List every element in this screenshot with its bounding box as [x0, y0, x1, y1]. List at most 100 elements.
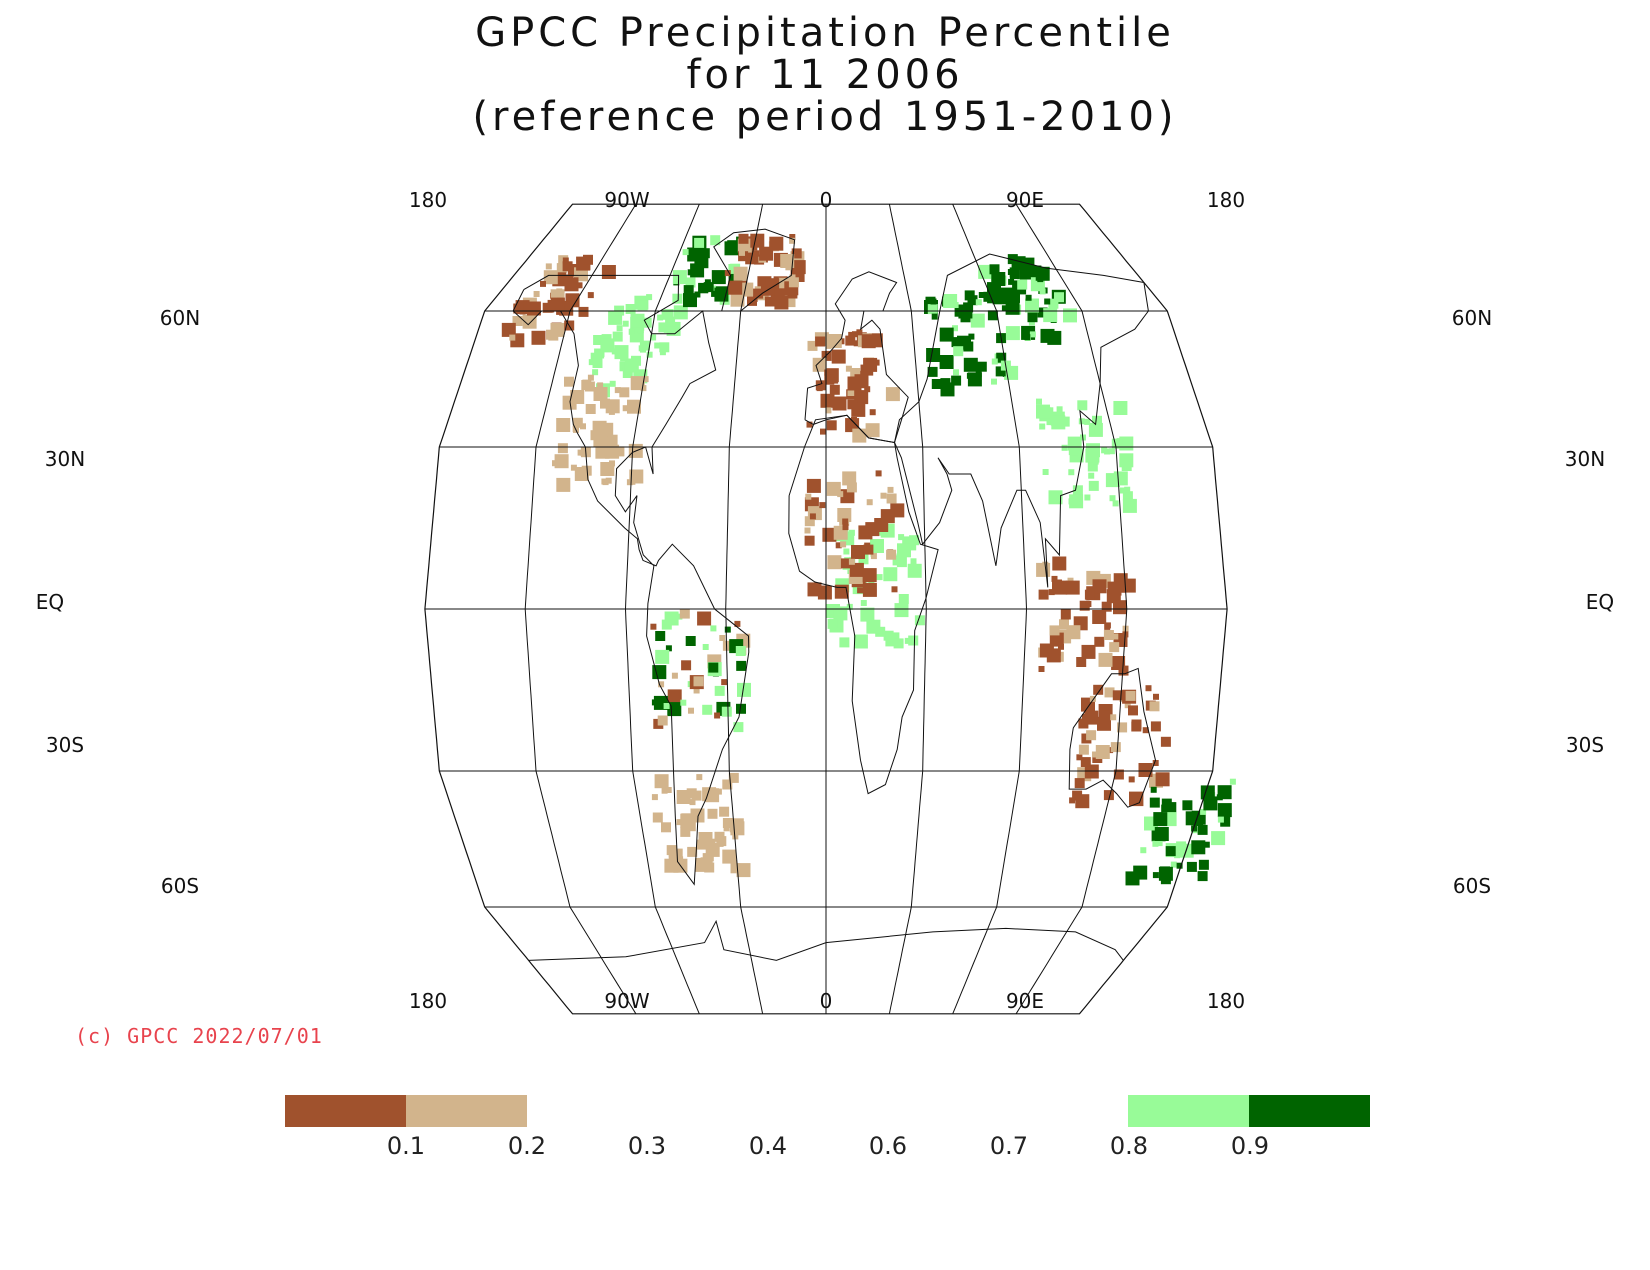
- precip-cell: [730, 863, 741, 874]
- precip-cell: [847, 386, 858, 396]
- precip-cell: [689, 799, 696, 806]
- precip-cell: [619, 387, 630, 398]
- precip-cell: [987, 310, 998, 321]
- precip-cell: [1128, 776, 1135, 783]
- precip-cell: [501, 322, 516, 337]
- precip-cell: [992, 297, 999, 303]
- precip-cell: [600, 398, 610, 409]
- precip-cell: [1133, 865, 1148, 880]
- precip-cell: [827, 618, 838, 629]
- precip-cell: [608, 311, 619, 322]
- precip-cell: [1109, 642, 1120, 653]
- precip-cell: [1200, 785, 1215, 800]
- precip-cell: [874, 518, 889, 532]
- precip-cell: [602, 479, 609, 486]
- precip-cell: [642, 376, 649, 383]
- precip-cell: [1046, 648, 1061, 663]
- precip-cell: [696, 774, 703, 781]
- left-lat-label-30s: 30S: [46, 733, 84, 757]
- precip-cell: [554, 454, 569, 469]
- precip-cell: [629, 469, 644, 484]
- precip-cell: [764, 296, 775, 307]
- precip-cell: [1110, 742, 1121, 753]
- precip-cell: [735, 646, 746, 656]
- precip-cell: [733, 266, 748, 281]
- precip-cell: [826, 481, 841, 496]
- precip-cell: [550, 322, 565, 337]
- precip-cell: [658, 322, 669, 333]
- precip-cell: [791, 248, 802, 259]
- precip-cell: [1154, 827, 1169, 841]
- precip-cell: [676, 613, 683, 620]
- precip-cell: [1078, 744, 1089, 755]
- precip-cell: [854, 374, 869, 389]
- precip-cell: [880, 492, 887, 499]
- precip-cell: [717, 840, 724, 847]
- precip-cell: [595, 444, 610, 459]
- precip-cell: [1063, 308, 1077, 323]
- precip-cell: [851, 402, 866, 417]
- legend-swatch-very-wet: [1249, 1095, 1370, 1127]
- precip-cell: [556, 418, 571, 432]
- precip-cell: [853, 634, 868, 649]
- precip-cell: [1084, 494, 1091, 501]
- precip-cell: [695, 857, 710, 872]
- precip-cell: [1048, 298, 1059, 309]
- precip-patches: [501, 233, 1236, 886]
- precip-cell: [1104, 704, 1111, 711]
- precip-cell: [680, 826, 691, 837]
- precip-cell: [1010, 292, 1020, 303]
- precip-cell: [593, 335, 604, 345]
- precip-cell: [1039, 288, 1046, 295]
- precip-cell: [1051, 575, 1058, 582]
- precip-cell: [804, 516, 815, 527]
- precip-cell: [846, 482, 857, 493]
- precip-cell: [683, 285, 694, 296]
- precip-cell: [891, 586, 898, 593]
- precip-cell: [861, 334, 876, 349]
- precip-cell: [686, 788, 697, 799]
- precip-cell: [545, 263, 552, 270]
- precip-cell: [1160, 736, 1171, 747]
- precip-cell: [1085, 601, 1092, 607]
- precip-cell: [734, 620, 741, 627]
- precip-cell: [676, 819, 683, 826]
- precip-cell: [614, 345, 629, 360]
- precip-cell: [849, 562, 864, 577]
- precip-cell: [556, 263, 567, 274]
- precip-cell: [1103, 630, 1114, 640]
- precip-cell: [687, 247, 702, 262]
- meridian-line: [725, 204, 764, 1014]
- precip-cell: [587, 292, 594, 299]
- precip-cell: [641, 317, 652, 328]
- precip-cell: [654, 774, 669, 789]
- precip-cell: [1186, 861, 1197, 872]
- precip-cell: [1105, 473, 1120, 488]
- precip-cell: [562, 261, 573, 272]
- precip-cell: [627, 399, 641, 414]
- precip-cell: [1058, 643, 1064, 650]
- precip-cell: [1152, 840, 1159, 847]
- precip-cell: [863, 544, 874, 555]
- precip-cell: [513, 303, 524, 314]
- precip-cell: [886, 549, 897, 560]
- meridian-line: [524, 203, 637, 1015]
- precip-cell: [657, 715, 668, 726]
- precip-cell: [1039, 423, 1046, 430]
- precip-cell: [1131, 721, 1142, 732]
- precip-cell: [1084, 589, 1095, 600]
- precip-cell: [672, 270, 687, 285]
- precip-cell: [526, 301, 541, 316]
- precip-cell: [1165, 846, 1176, 857]
- legend-swatch-dry: [406, 1095, 527, 1127]
- precip-cell: [659, 342, 670, 353]
- precip-cell: [1156, 840, 1163, 847]
- precip-cell: [991, 378, 997, 385]
- precip-cell: [1038, 666, 1045, 672]
- precip-cell: [832, 377, 839, 384]
- precip-cell: [664, 611, 679, 626]
- precip-cell: [1108, 448, 1115, 455]
- precip-cell: [863, 357, 878, 372]
- precip-cell: [681, 660, 692, 671]
- precip-cell: [791, 260, 806, 275]
